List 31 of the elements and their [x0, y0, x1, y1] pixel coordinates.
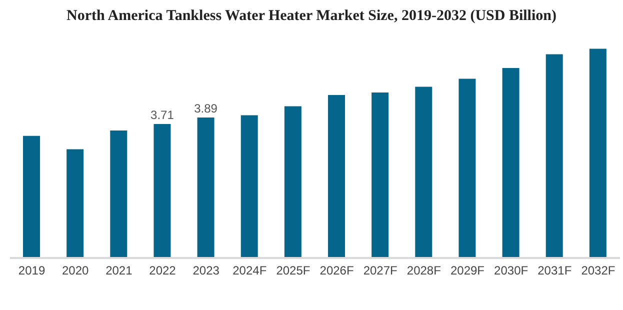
x-tick-label: 2019	[18, 264, 46, 278]
x-tick-label: 2030F	[494, 264, 528, 278]
x-tick-label: 2024F	[232, 264, 267, 278]
x-tick-label: 2027F	[363, 264, 398, 278]
bar	[589, 48, 606, 258]
x-tick-label: 2026F	[320, 264, 354, 278]
bar	[328, 95, 345, 258]
bar	[546, 54, 563, 258]
x-tick-label: 2022	[149, 264, 176, 278]
data-label: 3.71	[150, 108, 174, 122]
bar	[197, 117, 214, 258]
bar	[458, 78, 476, 258]
x-tick-label: 2032F	[581, 264, 616, 278]
bar	[284, 106, 302, 258]
x-tick-label: 2020	[62, 264, 90, 278]
bar	[502, 68, 520, 258]
x-tick-label: 2031F	[538, 264, 572, 278]
data-label: 3.89	[194, 101, 218, 116]
bar	[372, 92, 389, 258]
bar	[23, 136, 40, 258]
bar	[415, 86, 432, 258]
x-tick-label: 2028F	[406, 264, 441, 278]
x-tick-label: 2025F	[276, 264, 310, 278]
bar	[110, 130, 128, 258]
bar	[240, 115, 258, 258]
x-tick-label: 2023	[192, 264, 220, 278]
bar	[66, 149, 84, 258]
x-tick-label: 2029F	[450, 264, 485, 278]
chart-title: North America Tankless Water Heater Market Size, 2019-2032 (USD Billion)	[66, 8, 558, 25]
bar	[154, 124, 171, 258]
x-tick-label: 2021	[106, 264, 133, 278]
